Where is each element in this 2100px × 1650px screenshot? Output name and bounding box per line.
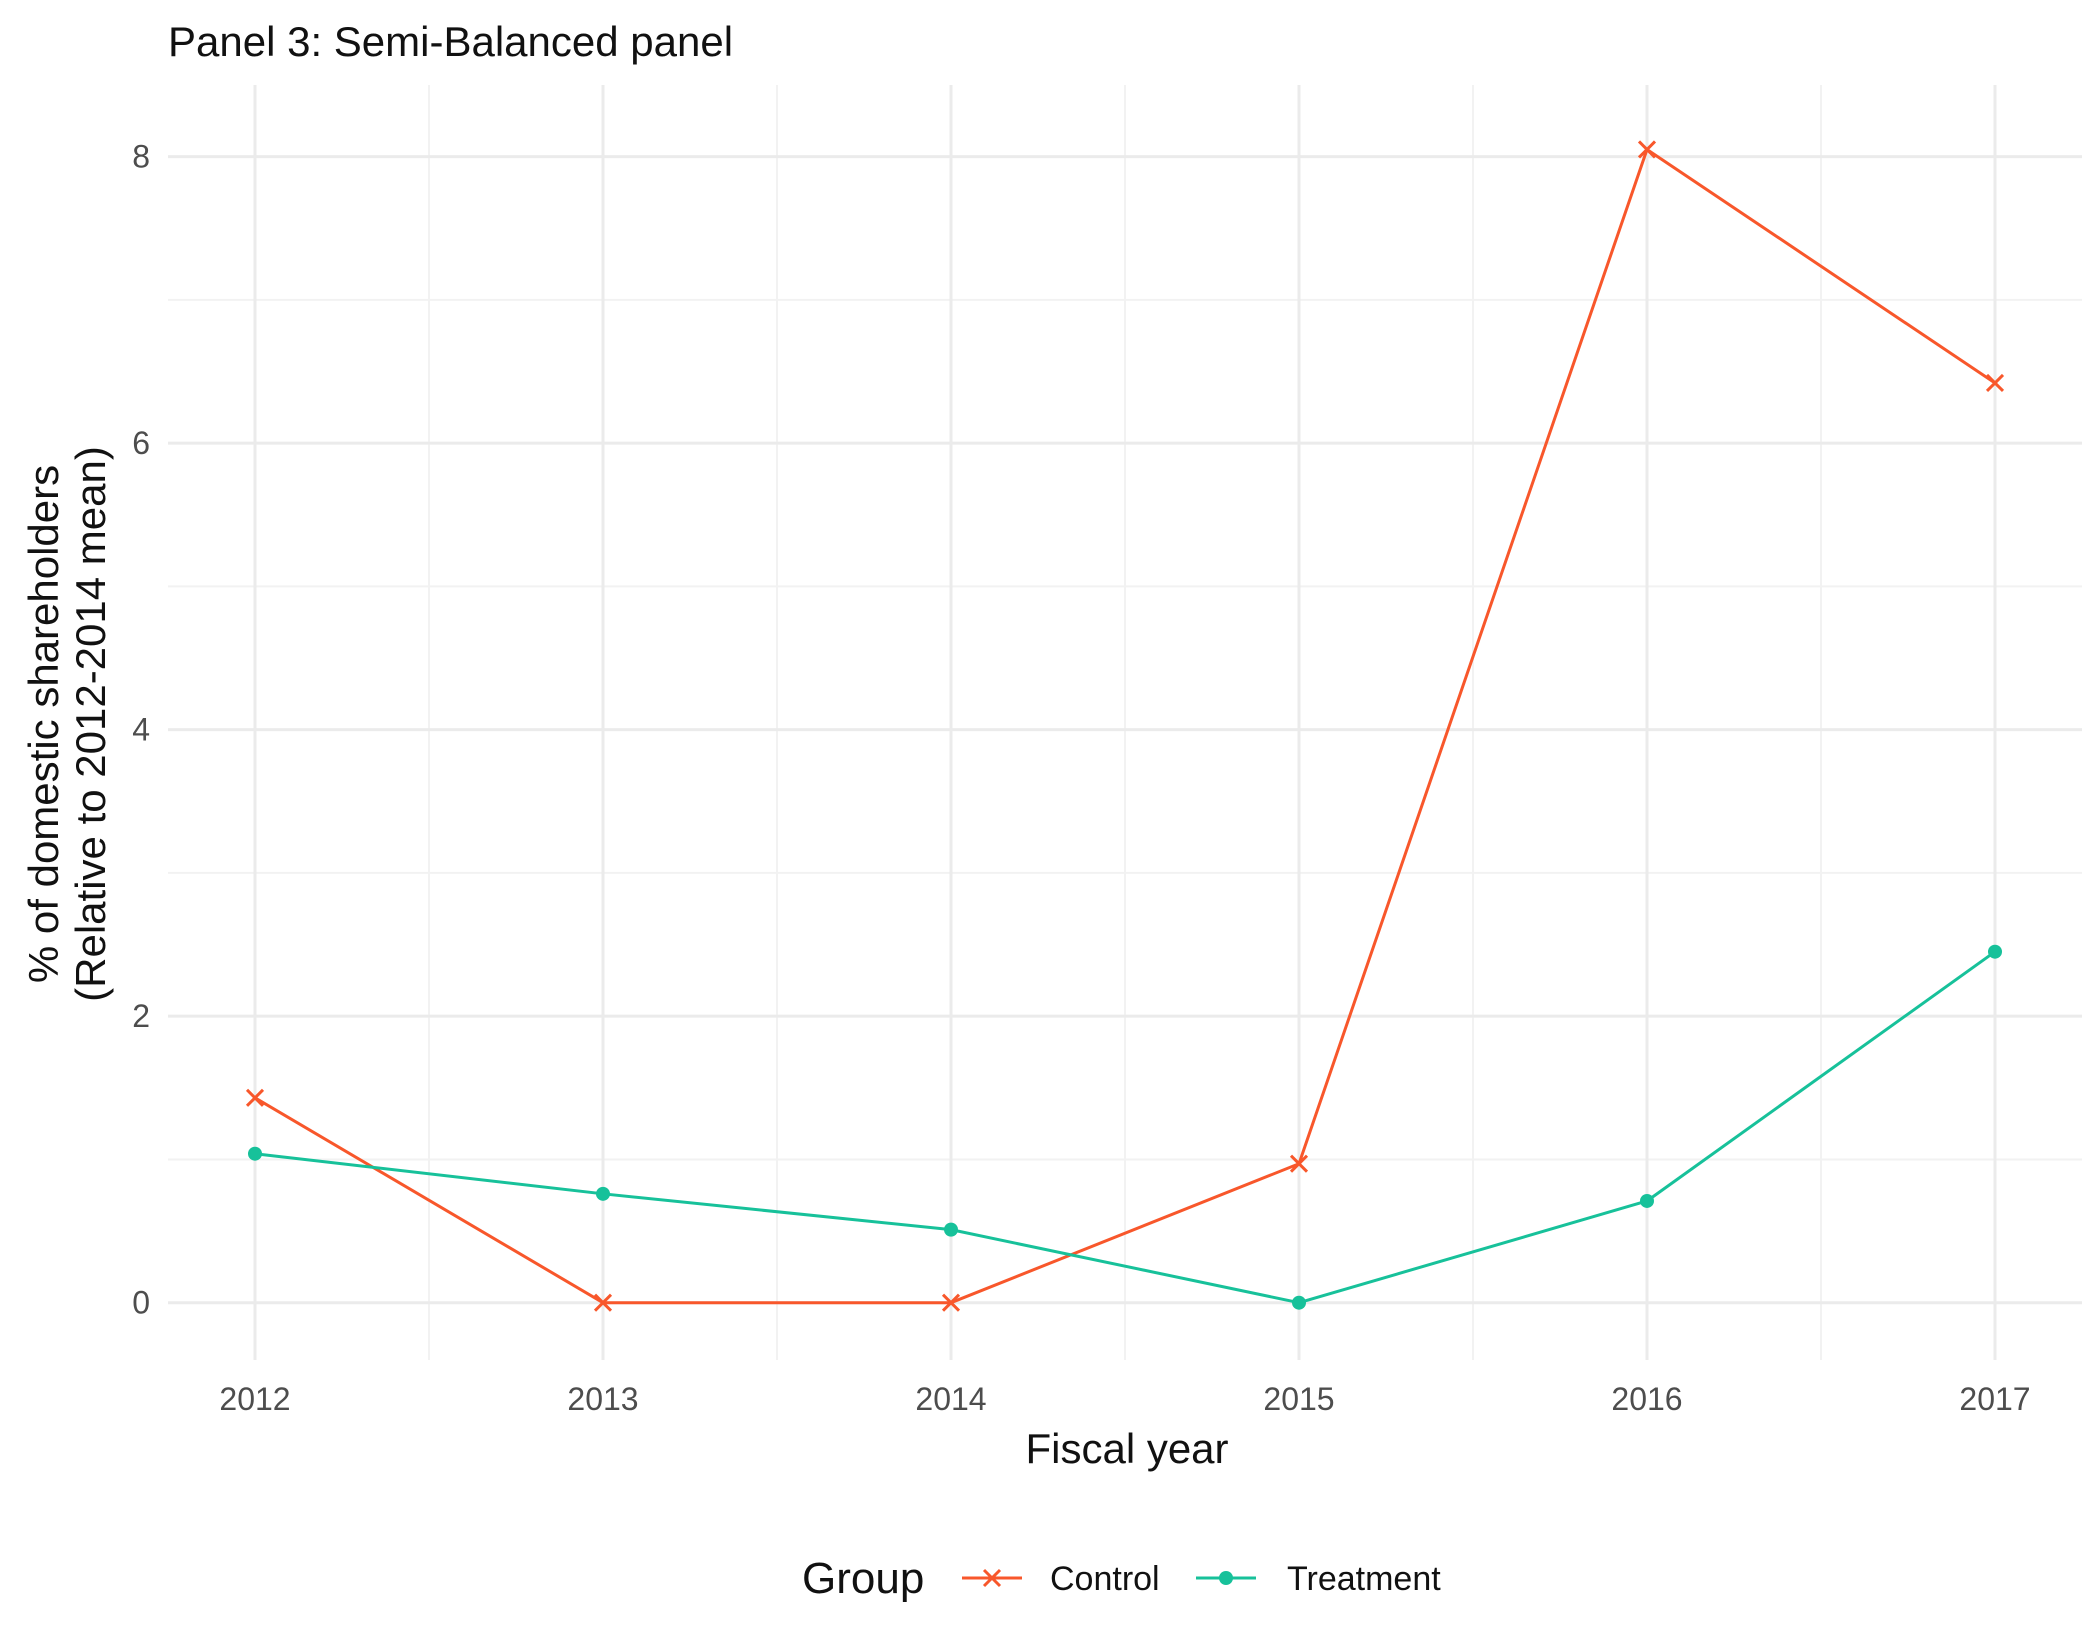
legend: Group Control Treatment (802, 1554, 1441, 1603)
legend-label-control: Control (1050, 1560, 1160, 1598)
x-axis-title: Fiscal year (1025, 1425, 1228, 1472)
series-line-control (254, 147, 1996, 1305)
data-point-treatment (944, 1222, 958, 1237)
y-tick-label: 8 (132, 139, 150, 175)
legend-item-control: Control (962, 1560, 1160, 1598)
chart-title: Panel 3: Semi-Balanced panel (168, 18, 733, 65)
y-axis-title-line-1: % of domestic shareholders (20, 465, 67, 983)
legend-key-cross-icon (982, 1568, 1002, 1588)
series-line-treatment (254, 950, 1996, 1305)
x-tick-label: 2015 (1263, 1381, 1334, 1417)
x-tick-label: 2014 (915, 1381, 986, 1417)
x-tick-label: 2012 (219, 1381, 290, 1417)
data-point-control (1637, 140, 1657, 159)
series-lines (245, 140, 2005, 1312)
y-tick-label: 0 (132, 1285, 150, 1321)
data-point-treatment (1988, 944, 2002, 959)
y-axis-title: % of domestic shareholders (Relative to … (20, 446, 114, 1002)
tick-labels: 0 2 4 6 8 2012 2013 2014 2015 2016 2017 (132, 139, 2030, 1417)
y-tick-label: 6 (132, 425, 150, 461)
x-tick-label: 2017 (1959, 1381, 2030, 1417)
legend-title: Group (802, 1554, 924, 1603)
data-point-treatment (1292, 1295, 1306, 1310)
data-point-treatment (596, 1186, 610, 1201)
legend-label-treatment: Treatment (1287, 1560, 1441, 1598)
y-axis-title-line-2: (Relative to 2012-2014 mean) (67, 446, 114, 1002)
major-gridlines (168, 85, 2082, 1360)
minor-gridlines (168, 85, 2082, 1360)
x-tick-label: 2016 (1611, 1381, 1682, 1417)
legend-item-treatment: Treatment (1196, 1560, 1441, 1598)
data-point-control (941, 1293, 961, 1312)
legend-key-dot-icon (1219, 1571, 1233, 1585)
x-tick-label: 2013 (567, 1381, 638, 1417)
data-point-treatment (1640, 1193, 1654, 1208)
data-point-control (593, 1293, 613, 1312)
y-tick-label: 4 (132, 712, 150, 748)
data-point-treatment (248, 1146, 262, 1161)
data-point-control (245, 1088, 265, 1107)
data-point-control (1289, 1154, 1309, 1173)
data-point-control (1985, 373, 2005, 393)
y-tick-label: 2 (132, 998, 150, 1034)
